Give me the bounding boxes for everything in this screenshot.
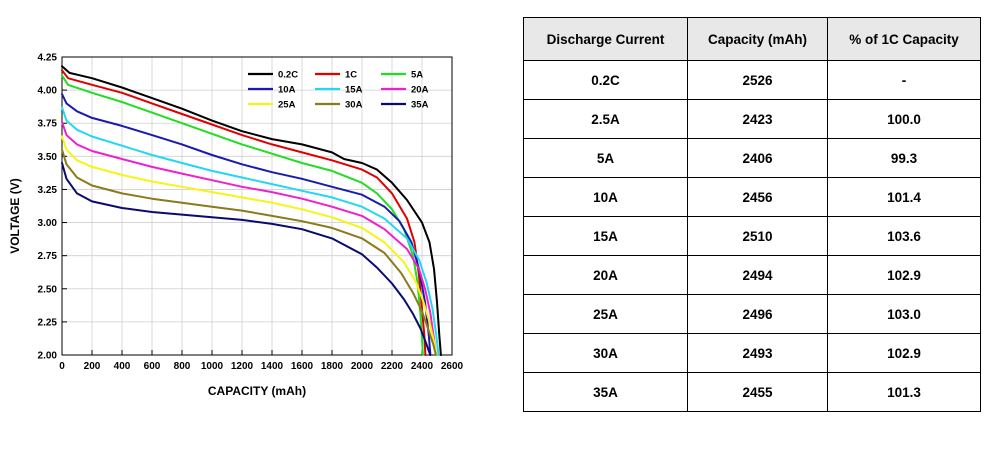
y-tick-label: 3.00 [38, 218, 58, 229]
table-row: 0.2C 2526- [523, 60, 981, 100]
cell-percent: 103.0 [827, 294, 981, 334]
table-row: 20A 2494 102.9 [523, 255, 981, 295]
cell-current: 2.5A [523, 99, 688, 139]
cell-capacity: 2494 [687, 255, 828, 295]
x-tick-label: 2600 [441, 361, 464, 372]
cell-current: 0.2C [523, 60, 688, 100]
table-row: 2.5A 2423 100.0 [523, 99, 981, 139]
series-line-0-2c [61, 65, 442, 356]
cell-capacity: 2456 [687, 177, 828, 217]
legend-label-0-2c: 0.2C [278, 70, 298, 81]
cell-percent: 102.9 [827, 255, 981, 295]
cell-current: 10A [523, 177, 688, 217]
cell-capacity: 2526 [687, 60, 828, 100]
legend-label-10a: 10A [278, 85, 296, 96]
legend-label-5a: 5A [411, 70, 423, 81]
cell-current: 25A [523, 294, 688, 334]
cell-percent: - [827, 60, 981, 100]
axis-ticks: 0 200 400 600 800 1000 1200 1400 1600 1800 2000 220… [38, 53, 464, 373]
plot-frame [61, 56, 453, 356]
cell-capacity: 2510 [687, 216, 828, 256]
legend-label-15a: 15A [345, 85, 363, 96]
series-line-20a [61, 120, 438, 356]
legend-label-1c: 1C [345, 70, 357, 81]
cell-percent: 100.0 [827, 99, 981, 139]
x-tick-label: 1400 [261, 361, 284, 372]
cell-capacity: 2406 [687, 138, 828, 178]
series-line-5a [61, 74, 424, 356]
chart-series [61, 65, 442, 356]
y-tick-label: 3.75 [38, 119, 58, 130]
series-line-10a [61, 93, 432, 356]
cell-current: 15A [523, 216, 688, 256]
table-row: 35A 2455 101.3 [523, 372, 981, 412]
x-axis-label: CAPACITY (mAh) [208, 384, 306, 398]
table-row: 5A 2406 99.3 [523, 138, 981, 178]
x-tick-label: 1800 [321, 361, 344, 372]
cell-percent: 99.3 [827, 138, 981, 178]
table-row: 10A 2456 101.4 [523, 177, 981, 217]
x-tick-label: 600 [144, 361, 161, 372]
header-capacity: Capacity (mAh) [687, 17, 828, 61]
capacity-table: Discharge Current Capacity (mAh) % of 1C… [523, 17, 981, 412]
series-line-30a [61, 148, 437, 356]
cell-capacity: 2493 [687, 333, 828, 373]
table-header-row: Discharge Current Capacity (mAh) % of 1C… [523, 17, 981, 61]
table-row: 25A 2496 103.0 [523, 294, 981, 334]
y-axis-label: VOLTAGE (V) [8, 178, 22, 254]
cell-current: 20A [523, 255, 688, 295]
cell-capacity: 2496 [687, 294, 828, 334]
x-tick-label: 2200 [381, 361, 404, 372]
x-tick-label: 2000 [351, 361, 374, 372]
x-tick-label: 1200 [231, 361, 254, 372]
x-tick-label: 0 [59, 361, 65, 372]
cell-current: 35A [523, 372, 688, 412]
cell-percent: 103.6 [827, 216, 981, 256]
series-line-35a [61, 162, 432, 356]
cell-percent: 102.9 [827, 333, 981, 373]
y-tick-label: 3.50 [38, 152, 58, 163]
discharge-chart: 0 200 400 600 800 1000 1200 1400 1600 1800 2000 220… [8, 53, 464, 399]
cell-percent: 101.4 [827, 177, 981, 217]
y-tick-label: 4.00 [38, 86, 58, 97]
legend-label-20a: 20A [411, 85, 429, 96]
x-tick-label: 800 [174, 361, 191, 372]
cell-capacity: 2455 [687, 372, 828, 412]
x-tick-label: 2400 [411, 361, 434, 372]
y-tick-label: 2.50 [38, 284, 58, 295]
table-row: 15A 2510 103.6 [523, 216, 981, 256]
table-row: 30A 2493 102.9 [523, 333, 981, 373]
x-tick-label: 1000 [201, 361, 224, 372]
y-tick-label: 4.25 [38, 53, 58, 64]
y-tick-label: 2.00 [38, 351, 58, 362]
series-line-25a [61, 135, 438, 356]
header-discharge-current: Discharge Current [523, 17, 688, 61]
x-tick-label: 200 [84, 361, 101, 372]
legend-label-35a: 35A [411, 100, 429, 111]
y-tick-label: 2.25 [38, 317, 58, 328]
header-percent-1c: % of 1C Capacity [827, 17, 981, 61]
series-line-1c [61, 69, 427, 356]
x-tick-label: 400 [114, 361, 131, 372]
cell-current: 5A [523, 138, 688, 178]
y-tick-label: 3.25 [38, 185, 58, 196]
series-line-15a [61, 106, 440, 356]
cell-percent: 101.3 [827, 372, 981, 412]
cell-capacity: 2423 [687, 99, 828, 139]
cell-current: 30A [523, 333, 688, 373]
legend-label-30a: 30A [345, 100, 363, 111]
y-tick-label: 2.75 [38, 251, 58, 262]
chart-legend: 0.2C 1C 5A 10A 15A 20A 25A 30A 35A [248, 70, 429, 111]
legend-label-25a: 25A [278, 100, 296, 111]
x-tick-label: 1600 [291, 361, 314, 372]
